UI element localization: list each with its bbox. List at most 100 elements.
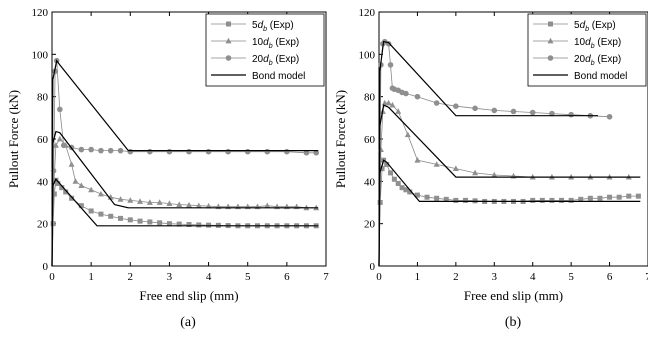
data-point-20db xyxy=(549,110,555,117)
series-line-10db xyxy=(378,102,629,267)
data-point-5db xyxy=(462,197,468,203)
data-point-20db xyxy=(387,62,394,68)
data-point-5db xyxy=(69,195,75,201)
data-point-5db xyxy=(98,211,104,217)
data-point-5db xyxy=(391,176,397,182)
x-tick-label: 2 xyxy=(128,271,134,283)
x-tick-label: 0 xyxy=(376,271,382,283)
data-point-10db xyxy=(166,200,173,206)
data-point-5db xyxy=(530,197,536,203)
legend-box xyxy=(527,13,647,87)
data-point-20db xyxy=(264,148,271,155)
data-point-10db xyxy=(264,202,271,209)
data-point-5db xyxy=(399,185,405,191)
y-tick-label: 80 xyxy=(37,92,49,104)
data-point-20db xyxy=(313,149,320,156)
data-point-10db xyxy=(56,135,63,142)
x-tick-label: 4 xyxy=(530,271,536,283)
data-point-20db xyxy=(491,107,498,114)
data-point-5db xyxy=(434,195,440,201)
data-point-5db xyxy=(559,197,565,203)
data-point-5db xyxy=(597,195,603,201)
y-tick-label: 20 xyxy=(364,219,376,231)
panel-caption: (b) xyxy=(505,315,522,330)
bond-model-curve-3 xyxy=(378,40,598,267)
data-point-5db xyxy=(403,187,409,193)
data-point-20db xyxy=(284,148,290,155)
data-point-20db xyxy=(472,105,478,112)
data-point-20db xyxy=(147,148,153,155)
legend-label: 10db (Exp) xyxy=(574,37,621,50)
legend-box xyxy=(205,13,325,87)
data-point-5db xyxy=(453,197,459,203)
data-point-5db xyxy=(443,196,449,202)
data-point-20db xyxy=(225,148,231,155)
y-axis-title: Pullout Force (kN) xyxy=(333,90,348,188)
legend-label: Bond model xyxy=(574,71,627,82)
x-tick-label: 7 xyxy=(645,271,648,283)
y-tick-label: 120 xyxy=(32,7,49,19)
data-point-5db xyxy=(63,189,69,195)
data-point-10db xyxy=(395,108,402,114)
chart-panel-b: 0 1 2 3 4 5 6 7 0 20 40 60 80 100 120 Free end slip (mm… xyxy=(333,7,648,330)
data-point-10db xyxy=(97,190,104,197)
series-line-5db xyxy=(51,179,317,267)
data-point-5db xyxy=(196,222,202,228)
data-point-10db xyxy=(146,199,153,205)
data-point-5db xyxy=(616,194,622,200)
data-point-10db xyxy=(404,131,411,138)
data-point-20db xyxy=(606,113,613,120)
legend-swatch-marker xyxy=(547,37,554,44)
data-point-20db xyxy=(88,146,94,153)
legend: 5db (Exp) 10db (Exp) 20db (Exp) Bond model xyxy=(527,13,647,87)
y-tick-label: 40 xyxy=(37,176,49,188)
chart-panel-a: 0 1 2 3 4 5 6 7 0 20 40 60 80 100 120 Free end slip (mm… xyxy=(6,7,329,330)
y-tick-label: 40 xyxy=(364,176,376,188)
data-point-20db xyxy=(60,142,67,149)
data-point-10db xyxy=(137,198,144,204)
data-point-5db xyxy=(626,193,632,199)
data-point-10db xyxy=(68,161,75,167)
x-tick-label: 3 xyxy=(167,271,173,283)
legend-swatch-marker xyxy=(225,37,232,44)
y-tick-label: 100 xyxy=(32,49,49,61)
data-point-10db xyxy=(186,201,192,208)
data-point-20db xyxy=(510,108,517,115)
data-point-20db xyxy=(433,100,440,106)
legend-swatch-marker xyxy=(226,21,231,27)
data-point-5db xyxy=(395,180,401,186)
data-point-5db xyxy=(55,180,61,186)
data-point-10db xyxy=(117,196,124,202)
data-point-5db xyxy=(414,192,420,198)
data-point-20db xyxy=(166,148,173,155)
legend-label: 20db (Exp) xyxy=(574,54,621,67)
y-tick-label: 60 xyxy=(37,134,49,146)
data-point-10db xyxy=(72,178,79,184)
data-point-5db xyxy=(607,194,613,200)
legend-label: 5db (Exp) xyxy=(252,20,294,33)
data-point-20db xyxy=(244,148,251,155)
bond-model-curve-3 xyxy=(51,59,319,267)
data-point-20db xyxy=(414,93,421,100)
y-tick-label: 120 xyxy=(359,7,376,19)
data-point-5db xyxy=(407,189,413,195)
data-point-10db xyxy=(52,142,59,148)
bond-model-curve-2 xyxy=(378,104,641,267)
y-tick-label: 20 xyxy=(37,219,49,231)
x-tick-label: 6 xyxy=(284,271,290,283)
y-tick-label: 60 xyxy=(364,134,376,146)
data-point-5db xyxy=(166,221,172,227)
data-point-10db xyxy=(452,165,459,172)
legend-label: 20db (Exp) xyxy=(252,54,299,67)
data-point-10db xyxy=(389,101,396,108)
data-point-5db xyxy=(186,222,192,228)
data-point-5db xyxy=(108,213,114,219)
x-tick-label: 1 xyxy=(415,271,421,283)
data-point-20db xyxy=(303,149,310,156)
legend-swatch-marker xyxy=(547,55,554,61)
y-axis-title: Pullout Force (kN) xyxy=(6,90,21,188)
data-point-5db xyxy=(568,197,574,203)
x-tick-label: 2 xyxy=(453,271,459,283)
data-point-20db xyxy=(529,109,536,116)
